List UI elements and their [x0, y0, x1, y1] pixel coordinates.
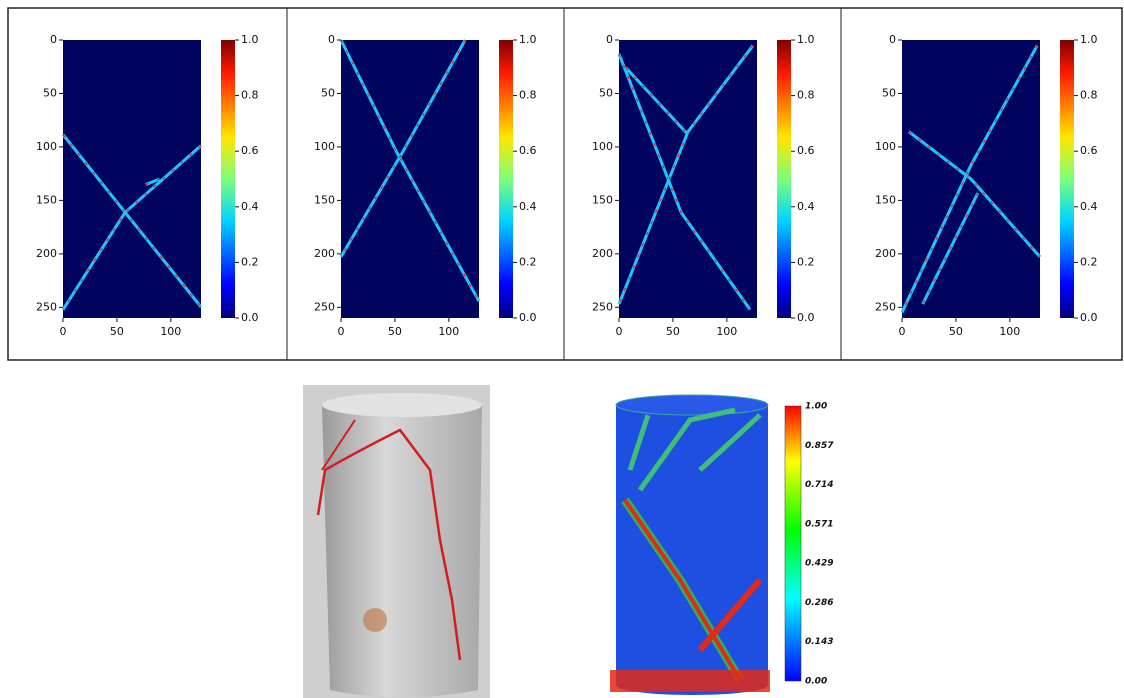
- y-tick-label: 150: [314, 193, 335, 206]
- colorbar-label: 0.857: [805, 441, 834, 451]
- x-tick-label: 50: [666, 325, 680, 338]
- colorbar-label: 0.6: [1080, 144, 1098, 157]
- colorbar-label: 0.2: [519, 255, 537, 268]
- y-tick-label: 150: [592, 193, 613, 206]
- colorbar-label: 0.8: [241, 89, 259, 102]
- y-tick-label: 150: [36, 193, 57, 206]
- colorbar-label: 0.4: [797, 200, 815, 213]
- colorbar-label: 1.0: [241, 33, 259, 46]
- x-tick-label: 50: [388, 325, 402, 338]
- specimen-photo: [303, 385, 490, 698]
- colorbar-label: 1.0: [519, 33, 537, 46]
- x-tick-label: 0: [338, 325, 345, 338]
- crack-core: [145, 178, 160, 186]
- colorbar-label: 1.0: [797, 33, 815, 46]
- colorbar-label: 0.00: [805, 677, 827, 687]
- y-tick-label: 100: [36, 140, 57, 153]
- crack-core: [922, 192, 979, 305]
- y-tick-label: 0: [606, 33, 613, 46]
- y-tick-label: 100: [314, 140, 335, 153]
- x-tick-label: 100: [999, 325, 1020, 338]
- y-tick-label: 0: [889, 33, 896, 46]
- x-tick-label: 0: [616, 325, 623, 338]
- colorbar-label: 0.6: [797, 144, 815, 157]
- colorbar-label: 0.2: [1080, 255, 1098, 268]
- colorbar-label: 0.8: [519, 89, 537, 102]
- y-tick-label: 250: [36, 300, 57, 313]
- colorbar-label: 0.4: [1080, 200, 1098, 213]
- colorbar-label: 0.0: [519, 311, 537, 324]
- crack-core: [62, 134, 202, 308]
- colorbar-label: 0.714: [805, 480, 833, 490]
- colorbar-label: 0.143: [805, 637, 833, 647]
- crack: [339, 39, 467, 258]
- colorbar-label: 0.0: [797, 311, 815, 324]
- y-tick-label: 0: [328, 33, 335, 46]
- y-tick-label: 100: [875, 140, 896, 153]
- colorbar: [1060, 40, 1074, 318]
- colorbar-label: 1.00: [805, 402, 827, 412]
- y-tick-label: 250: [875, 300, 896, 313]
- model-3d: [610, 394, 770, 695]
- colorbar-label: 0.2: [797, 255, 815, 268]
- colorbar: [221, 40, 235, 318]
- colorbar-label: 1.0: [1080, 33, 1098, 46]
- colorbar-label: 0.2: [241, 255, 259, 268]
- colorbar-label: 0.4: [519, 200, 537, 213]
- y-tick-label: 50: [321, 86, 335, 99]
- colorbar-label: 0.6: [241, 144, 259, 157]
- x-tick-label: 50: [949, 325, 963, 338]
- crack: [339, 39, 481, 303]
- colorbar: [777, 40, 791, 318]
- x-tick-label: 50: [110, 325, 124, 338]
- y-tick-label: 200: [875, 247, 896, 260]
- y-tick-label: 0: [50, 33, 57, 46]
- crack-core: [618, 53, 751, 311]
- crack: [61, 144, 202, 311]
- x-tick-label: 100: [438, 325, 459, 338]
- x-tick-label: 0: [899, 325, 906, 338]
- y-tick-label: 200: [36, 247, 57, 260]
- colorbar-label: 0.286: [805, 598, 833, 608]
- y-tick-label: 50: [43, 86, 57, 99]
- y-tick-label: 50: [599, 86, 613, 99]
- colorbar: [499, 40, 513, 318]
- colorbar-label: 0.0: [241, 311, 259, 324]
- colorbar-label: 0.571: [805, 519, 833, 529]
- colorbar-label: 0.8: [797, 89, 815, 102]
- crack-core: [908, 131, 1041, 258]
- x-tick-label: 100: [160, 325, 181, 338]
- y-tick-label: 50: [882, 86, 896, 99]
- colorbar-label: 0.4: [241, 200, 259, 213]
- y-tick-label: 200: [314, 247, 335, 260]
- x-tick-label: 0: [60, 325, 67, 338]
- crack: [900, 44, 1039, 314]
- panel-frame: [7, 7, 1123, 361]
- crack: [617, 44, 755, 305]
- y-tick-label: 250: [314, 300, 335, 313]
- y-tick-label: 200: [592, 247, 613, 260]
- colorbar: [784, 405, 802, 682]
- y-tick-label: 250: [592, 300, 613, 313]
- crack: [624, 66, 690, 136]
- y-tick-label: 150: [875, 193, 896, 206]
- y-tick-label: 100: [592, 140, 613, 153]
- colorbar-label: 0.429: [805, 559, 833, 569]
- colorbar-label: 0.0: [1080, 311, 1098, 324]
- x-tick-label: 100: [716, 325, 737, 338]
- colorbar-label: 0.8: [1080, 89, 1098, 102]
- colorbar-label: 0.6: [519, 144, 537, 157]
